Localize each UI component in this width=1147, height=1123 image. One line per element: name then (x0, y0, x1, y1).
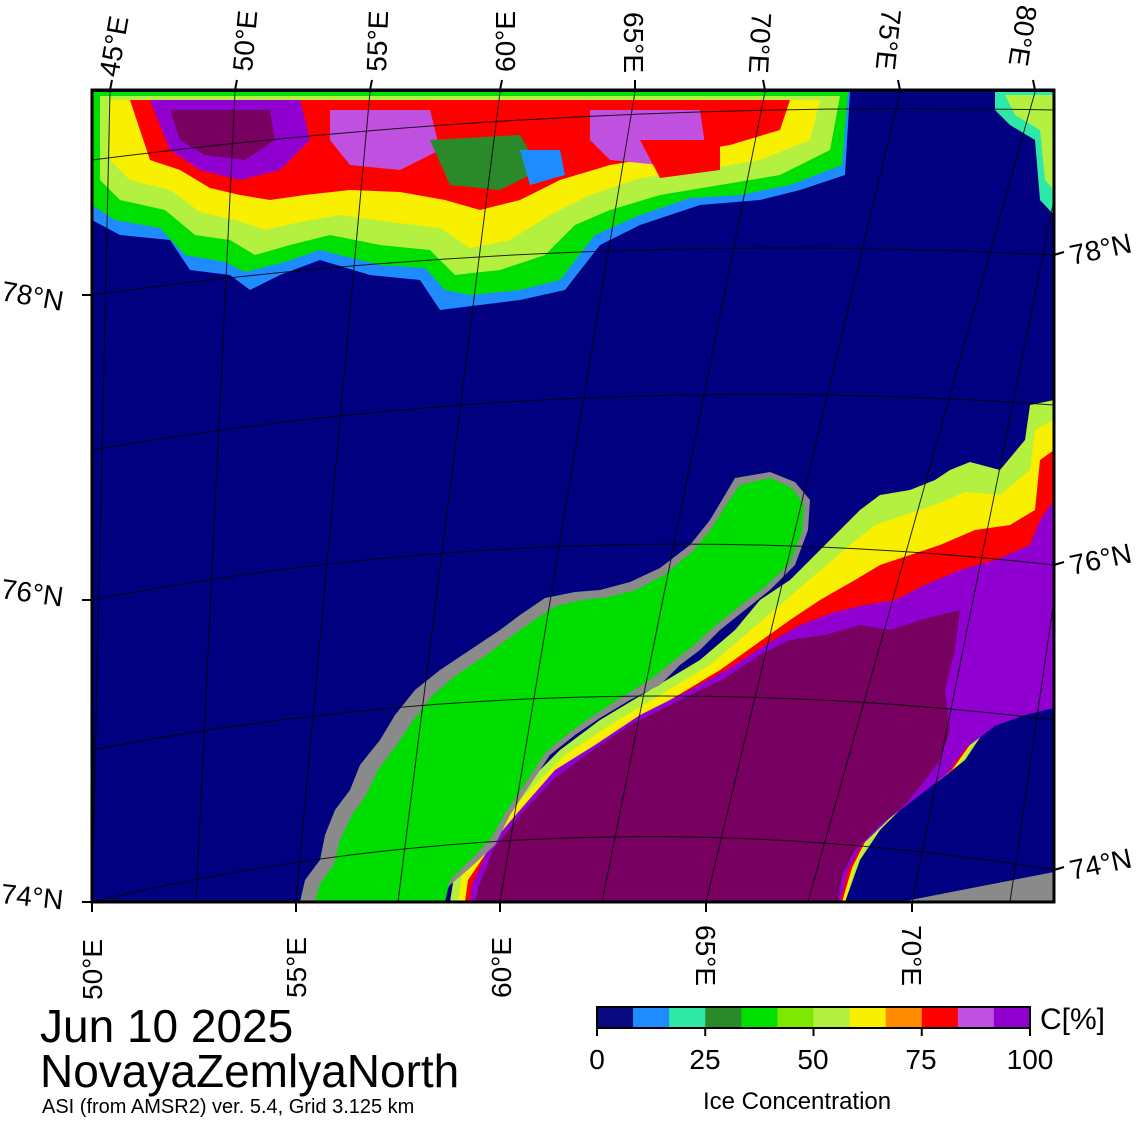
bottom-lon-label: 65°E (690, 925, 721, 986)
colorbar-title: Ice Concentration (703, 1088, 892, 1115)
colorbar-segment (993, 1007, 1031, 1028)
map-date: Jun 10 2025 (40, 1000, 294, 1052)
left-lat-label: 78°N (0, 275, 66, 316)
colorbar-segment (669, 1007, 706, 1028)
top-lon-label: 50°E (227, 9, 263, 73)
left-lat-label: 74°N (0, 878, 65, 915)
right-lat-label: 76°N (1067, 538, 1135, 581)
colorbar-segment (957, 1007, 995, 1028)
colorbar-tick-label: 50 (797, 1044, 829, 1075)
colorbar-segment (705, 1007, 742, 1028)
top-lon-label: 60°E (490, 11, 521, 72)
map-frame (90, 88, 1056, 904)
novaya-zemlya-land (300, 472, 810, 902)
colorbar-segment (777, 1007, 814, 1028)
top-lon-label: 80°E (1003, 3, 1043, 68)
left-latitude-labels: 78°N 76°N 74°N (0, 275, 66, 915)
top-longitude-labels: 45°E 50°E 55°E 60°E 65°E 70°E 75°E 80°E (93, 3, 1042, 79)
top-lon-label: 75°E (870, 7, 907, 71)
yamal-land-corner (900, 872, 1054, 902)
data-source-caption: ASI (from AMSR2) ver. 5.4, Grid 3.125 km (42, 1096, 415, 1118)
colorbar-segment (885, 1007, 923, 1028)
top-lon-label: 65°E (618, 12, 649, 73)
colorbar-segment (813, 1007, 851, 1028)
colorbar-segment (633, 1007, 670, 1028)
map-region-title: NovayaZemlyaNorth (40, 1045, 460, 1097)
colorbar (596, 1006, 1031, 1036)
right-latitude-labels: 78°N 76°N 74°N (1067, 228, 1135, 886)
colorbar-tick-label: 25 (689, 1044, 721, 1075)
kara-sea-ice (450, 400, 1054, 902)
right-lat-label: 74°N (1067, 843, 1135, 886)
northeast-ice (995, 92, 1054, 215)
bottom-lon-label: 60°E (486, 937, 517, 998)
colorbar-segment (597, 1007, 634, 1028)
colorbar-segment (921, 1007, 959, 1028)
graticule (92, 91, 1054, 902)
colorbar-tick-label: 75 (905, 1044, 937, 1075)
colorbar-segment (741, 1007, 778, 1028)
bottom-longitude-labels: 50°E 55°E 60°E 65°E 70°E (77, 925, 927, 1000)
top-lon-label: 45°E (93, 14, 134, 79)
bottom-lon-label: 55°E (281, 937, 312, 998)
bottom-lon-label: 70°E (896, 925, 927, 986)
left-lat-label: 76°N (0, 573, 65, 612)
colorbar-tick-label: 0 (589, 1044, 605, 1075)
top-lon-label: 70°E (743, 12, 777, 75)
right-lat-label: 78°N (1067, 228, 1135, 271)
colorbar-segment (849, 1007, 887, 1028)
top-lon-label: 55°E (361, 10, 394, 72)
colorbar-unit: C[%] (1040, 1003, 1106, 1036)
colorbar-tick-label: 100 (1006, 1044, 1054, 1075)
bottom-lon-label: 50°E (77, 939, 108, 1000)
axis-ticks (82, 79, 1065, 912)
